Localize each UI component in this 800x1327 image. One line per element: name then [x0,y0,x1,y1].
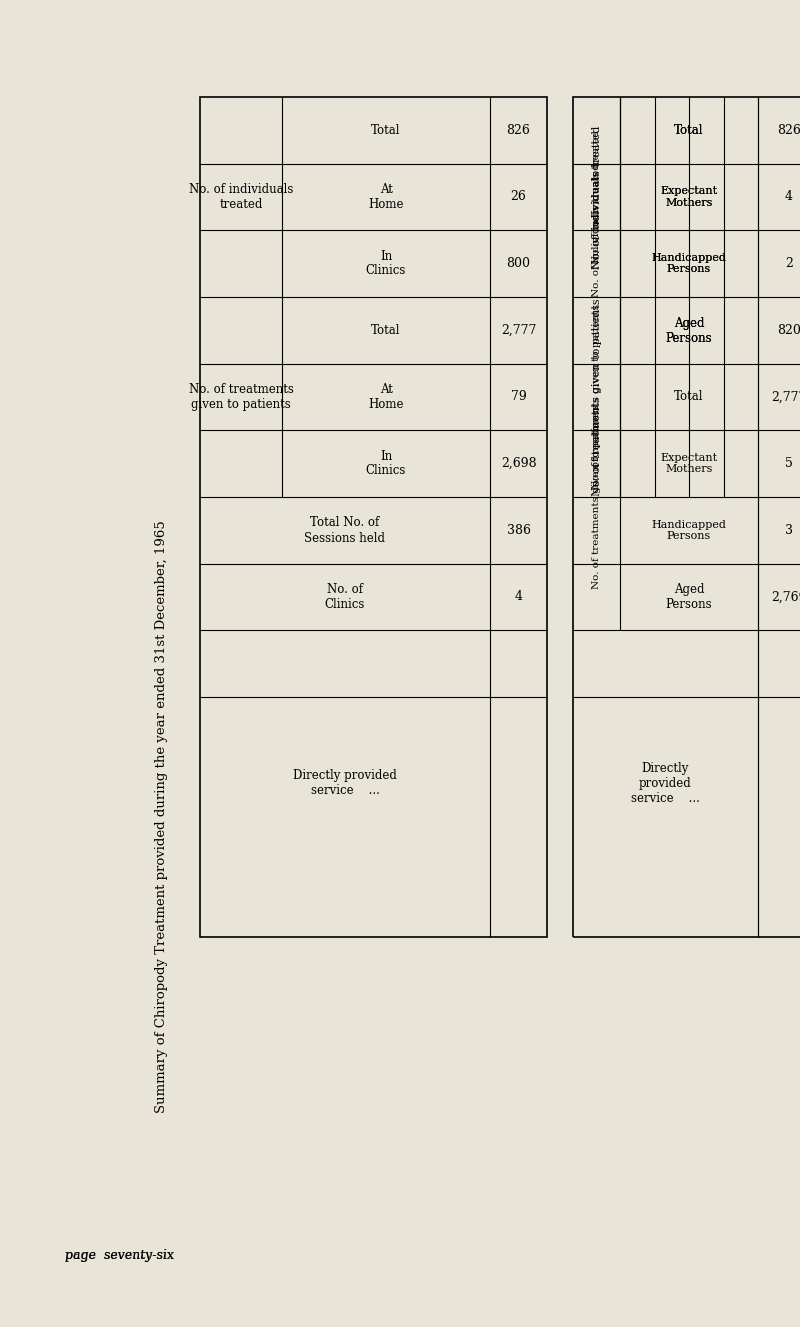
Text: Handicapped
Persons: Handicapped Persons [651,252,726,275]
Text: 2,698: 2,698 [501,456,536,470]
Text: Total: Total [674,123,704,137]
Text: 826: 826 [777,123,800,137]
Text: 5: 5 [785,456,793,470]
Text: Expectant
Mothers: Expectant Mothers [661,453,718,474]
Text: Total: Total [674,123,704,137]
Text: 2,769: 2,769 [771,591,800,604]
Bar [573,97,800,937]
Text: Handicapped
Persons: Handicapped Persons [651,252,726,275]
Text: At
Home: At Home [368,183,404,211]
Text: page  seventy-six: page seventy-six [65,1249,174,1262]
Text: Expectant
Mothers: Expectant Mothers [661,186,718,208]
Text: At
Home: At Home [368,384,404,411]
Text: Aged
Persons: Aged Persons [666,317,712,345]
Text: No. of individuals treated: No. of individuals treated [592,163,601,297]
Text: Total: Total [674,390,704,403]
Text: Summary of Chiropody Treatment provided during the year ended 31st December, 196: Summary of Chiropody Treatment provided … [155,520,169,1113]
Text: 826: 826 [506,123,530,137]
Text: 2,777: 2,777 [501,324,536,337]
Text: Total No. of
Sessions held: Total No. of Sessions held [305,516,386,544]
Text: No. of
Clinics: No. of Clinics [325,583,365,610]
Text: No. of treatments
given to patients: No. of treatments given to patients [189,384,294,411]
Text: In
Clinics: In Clinics [366,450,406,478]
Text: Directly
provided
service    ...: Directly provided service ... [631,762,700,805]
Text: 2,777: 2,777 [771,390,800,403]
Text: Aged
Persons: Aged Persons [666,583,712,610]
Text: 2: 2 [785,257,793,269]
Text: No. of treatments given to patients: No. of treatments given to patients [591,299,602,496]
Text: In
Clinics: In Clinics [366,249,406,277]
Text: 3: 3 [785,524,793,537]
Bar [200,97,547,937]
Text: No. of treatments given to patients: No. of treatments given to patients [592,405,601,589]
Text: Handicapped
Persons: Handicapped Persons [651,520,726,541]
Text: No. of individuals treated: No. of individuals treated [592,130,601,264]
Text: 820: 820 [777,324,800,337]
Text: 79: 79 [510,390,526,403]
Text: No. of individuals
treated: No. of individuals treated [189,183,293,211]
Text: Total: Total [371,123,401,137]
Text: Directly provided
service    ...: Directly provided service ... [293,770,397,798]
Text: No. of individuals treated: No. of individuals treated [591,125,602,268]
Text: Total: Total [371,324,401,337]
Text: 26: 26 [510,191,526,203]
Text: 386: 386 [506,524,530,537]
Text: No. of treatments given to patients: No. of treatments given to patients [592,305,601,490]
Text: Expectant
Mothers: Expectant Mothers [661,186,718,208]
Text: 800: 800 [506,257,530,269]
Text: 4: 4 [514,591,522,604]
Text: page  seventy-six: page seventy-six [65,1249,174,1262]
Text: Aged
Persons: Aged Persons [666,317,712,345]
Text: 4: 4 [785,191,793,203]
